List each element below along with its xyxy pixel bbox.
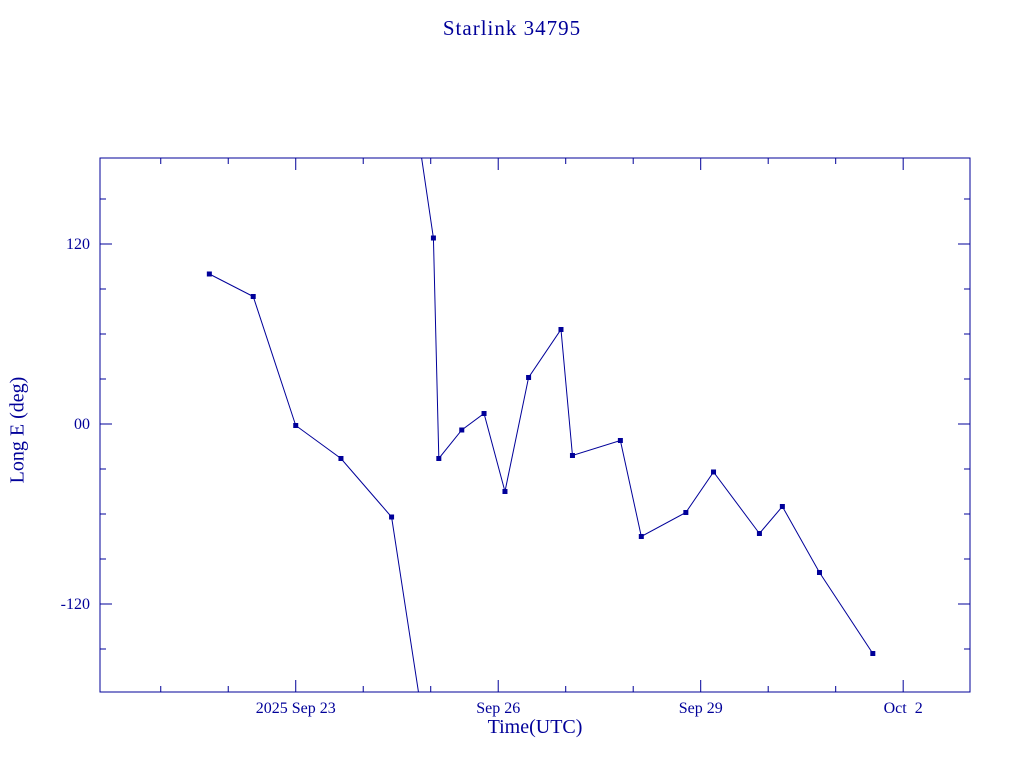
data-point [436, 455, 442, 461]
x-tick-label: Sep 29 [679, 700, 723, 717]
data-point [756, 530, 762, 536]
data-point [338, 455, 344, 461]
data-point [870, 650, 876, 656]
data-point [459, 427, 465, 433]
data-point [430, 235, 436, 241]
data-point [502, 488, 508, 494]
y-ticks [100, 198, 970, 650]
data-line [209, 273, 419, 692]
data-line [421, 158, 874, 654]
data-point [389, 514, 395, 520]
data-point [569, 452, 575, 458]
y-tick-labels: 120 00 -120 [61, 236, 90, 613]
chart-title: Starlink 34795 [442, 16, 582, 40]
x-tick-label: Sep 26 [476, 700, 520, 717]
x-tick-label: Oct 2 [884, 700, 923, 717]
x-tick-labels: 2025 Sep 23 Sep 26 Sep 29 Oct 2 [256, 700, 923, 717]
data-point [779, 503, 785, 509]
data-point [558, 326, 564, 332]
data-point [481, 410, 487, 416]
data-point [711, 469, 717, 475]
x-axis-label: Time(UTC) [487, 716, 583, 738]
data-point [206, 271, 212, 277]
data-point [617, 437, 623, 443]
data-point [638, 533, 644, 539]
x-tick-label: 2025 Sep 23 [256, 700, 336, 717]
data-point [250, 293, 256, 299]
data-point [816, 569, 822, 575]
y-tick-label: 00 [74, 416, 90, 433]
data-point [683, 509, 689, 515]
data-point [526, 374, 532, 380]
plot-frame [99, 157, 971, 693]
y-tick-label: 120 [66, 236, 90, 253]
data-series [209, 158, 874, 692]
data-point [293, 422, 299, 428]
y-tick-label: -120 [61, 596, 90, 613]
data-markers [206, 235, 876, 656]
x-ticks [160, 158, 904, 692]
